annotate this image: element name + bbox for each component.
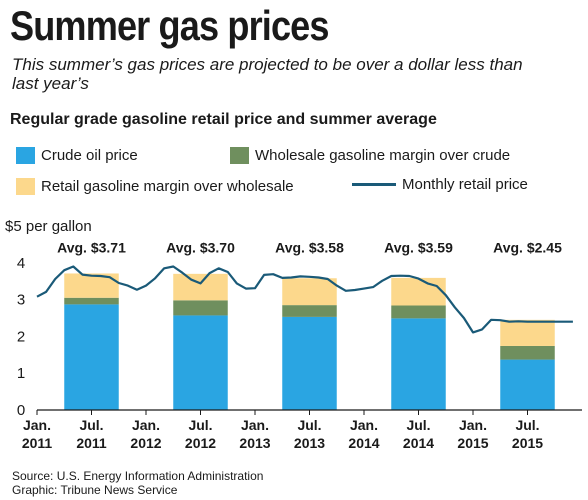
summer-average-label: Avg. $3.58 xyxy=(275,239,344,255)
bar-segment-retail xyxy=(173,273,228,301)
x-tick-label-month: Jan. xyxy=(132,417,160,433)
bar-segment-wholesale xyxy=(282,305,337,317)
y-tick-label: 3 xyxy=(17,292,25,309)
chart-footer: Source: U.S. Energy Information Administ… xyxy=(12,469,263,497)
page-title: Summer gas prices xyxy=(10,2,330,49)
bar-segment-crude xyxy=(64,304,119,410)
x-tick-label-year: 2012 xyxy=(130,435,161,451)
chart-canvas: $5 per gallon 0 1 2 3 4 Avg. $3.71 Avg. $3.70 Av… xyxy=(5,218,582,451)
summer-average-label: Avg. $3.71 xyxy=(57,239,126,255)
y-tick-label: 2 xyxy=(17,328,25,345)
graphic-credit: Graphic: Tribune News Service xyxy=(12,483,178,497)
x-tick-label-month: Jan. xyxy=(459,417,487,433)
x-tick-label-month: Jul. xyxy=(79,417,103,433)
bar-segment-wholesale xyxy=(64,297,119,305)
bar-segment-retail xyxy=(391,277,446,306)
summer-average-label: Avg. $3.70 xyxy=(166,239,235,255)
chart-heading: Regular grade gasoline retail price and … xyxy=(10,111,437,128)
x-tick-label-year: 2011 xyxy=(22,435,53,451)
y-axis-unit-label: $5 per gallon xyxy=(5,218,92,235)
y-tick-label: 4 xyxy=(17,255,25,272)
bar-segment-wholesale xyxy=(173,300,228,316)
monthly-retail-price-line xyxy=(36,265,573,334)
x-tick-label-year: 2015 xyxy=(512,435,543,451)
bar-segment-retail xyxy=(500,319,555,346)
source-note: Source: U.S. Energy Information Administ… xyxy=(12,469,264,483)
x-tick-label-year: 2013 xyxy=(239,435,270,451)
x-tick-label-year: 2015 xyxy=(457,435,488,451)
x-tick-label-month: Jan. xyxy=(23,417,51,433)
bar-segment-crude xyxy=(173,315,228,410)
x-tick-label-month: Jan. xyxy=(241,417,269,433)
x-tick-label-month: Jul. xyxy=(297,417,321,433)
page-subtitle: This summer’s gas prices are projected t… xyxy=(12,55,523,93)
bar-segment-wholesale xyxy=(391,305,446,319)
x-tick-label-year: 2011 xyxy=(76,435,107,451)
bar-segment-crude xyxy=(282,316,337,410)
x-tick-label-year: 2014 xyxy=(348,435,379,451)
bar-segment-wholesale xyxy=(500,345,555,360)
bar-segment-crude xyxy=(391,318,446,410)
x-tick-label-month: Jul. xyxy=(406,417,430,433)
x-tick-label-month: Jul. xyxy=(515,417,539,433)
x-tick-label-year: 2012 xyxy=(185,435,216,451)
summer-average-label: Avg. $2.45 xyxy=(493,239,562,255)
x-tick-label-month: Jan. xyxy=(350,417,378,433)
x-tick-label-year: 2013 xyxy=(294,435,325,451)
y-tick-label: 0 xyxy=(17,402,25,419)
y-tick-label: 1 xyxy=(17,365,25,382)
x-tick-label-year: 2014 xyxy=(403,435,434,451)
bar-segment-crude xyxy=(500,359,555,410)
summer-average-label: Avg. $3.59 xyxy=(384,239,453,255)
bar-segment-retail xyxy=(282,278,337,306)
x-tick-label-month: Jul. xyxy=(188,417,212,433)
